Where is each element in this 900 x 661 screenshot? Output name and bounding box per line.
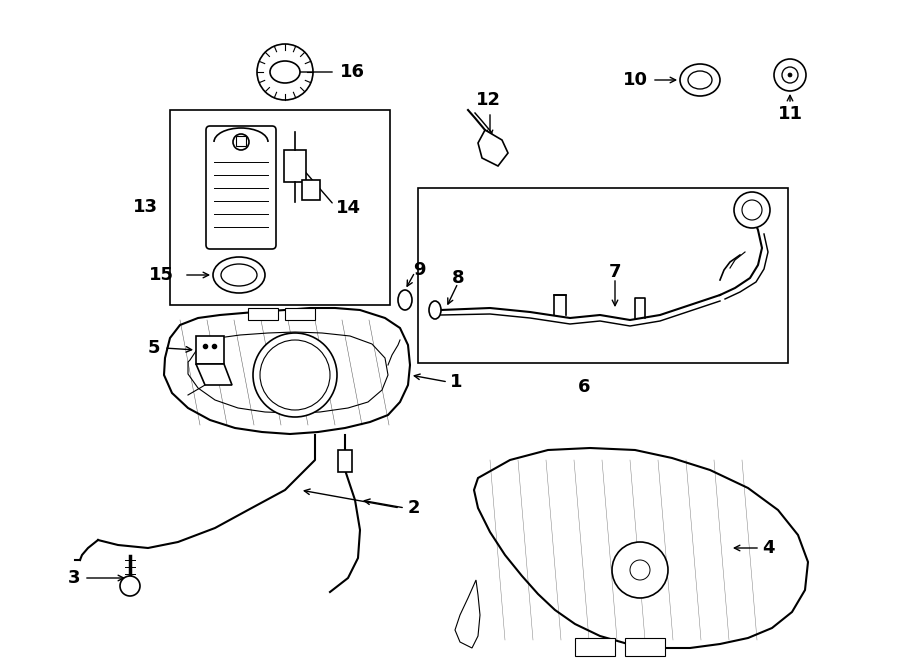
Circle shape	[630, 560, 650, 580]
Circle shape	[260, 340, 330, 410]
Circle shape	[774, 59, 806, 91]
Bar	[196, 336, 224, 364]
Circle shape	[788, 73, 792, 77]
Ellipse shape	[221, 264, 257, 286]
Text: 3: 3	[68, 569, 80, 587]
Bar	[170, 110, 390, 305]
Text: 9: 9	[413, 261, 426, 279]
FancyBboxPatch shape	[206, 126, 276, 249]
Polygon shape	[196, 364, 232, 385]
Text: 7: 7	[608, 263, 621, 281]
Bar	[236, 136, 246, 146]
Bar	[575, 638, 615, 656]
Text: 16: 16	[340, 63, 365, 81]
Bar	[302, 180, 320, 200]
Text: 14: 14	[336, 199, 361, 217]
Bar	[284, 150, 306, 182]
Bar	[338, 450, 352, 472]
Ellipse shape	[429, 301, 441, 319]
Ellipse shape	[213, 257, 265, 293]
Ellipse shape	[688, 71, 712, 89]
Circle shape	[782, 67, 798, 83]
Text: 5: 5	[148, 339, 160, 357]
Circle shape	[253, 333, 337, 417]
Polygon shape	[455, 580, 480, 648]
Circle shape	[734, 192, 770, 228]
Ellipse shape	[398, 290, 412, 310]
Text: 1: 1	[450, 373, 463, 391]
Text: 2: 2	[408, 499, 420, 517]
Circle shape	[120, 576, 140, 596]
Ellipse shape	[680, 64, 720, 96]
Bar	[418, 188, 788, 363]
Text: 10: 10	[623, 71, 648, 89]
Bar	[285, 308, 315, 320]
Text: 11: 11	[778, 105, 803, 123]
Circle shape	[612, 542, 668, 598]
Polygon shape	[474, 448, 808, 648]
Circle shape	[742, 200, 762, 220]
Polygon shape	[164, 308, 410, 434]
Bar	[625, 638, 665, 656]
Text: 15: 15	[149, 266, 174, 284]
Text: 4: 4	[762, 539, 775, 557]
Circle shape	[257, 44, 313, 100]
Text: 12: 12	[475, 91, 500, 109]
Polygon shape	[478, 130, 508, 166]
Bar	[248, 308, 278, 320]
Ellipse shape	[270, 61, 300, 83]
Text: 8: 8	[452, 269, 464, 287]
Polygon shape	[188, 332, 388, 413]
Circle shape	[233, 134, 249, 150]
Text: 13: 13	[133, 198, 158, 217]
Text: 6: 6	[578, 378, 590, 396]
